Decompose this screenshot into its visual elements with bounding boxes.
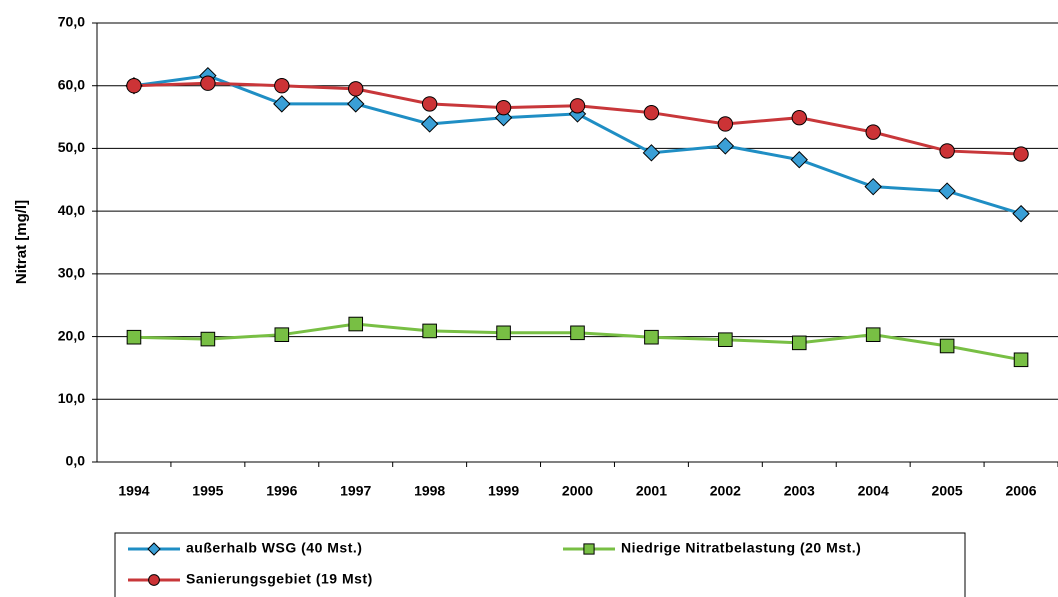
y-axis-label: Nitrat [mg/l] (13, 200, 30, 284)
marker (939, 338, 955, 354)
marker (791, 335, 807, 351)
x-tick-label: 1995 (192, 483, 223, 499)
legend-label: Niedrige Nitratbelastung (20 Mst.) (621, 540, 861, 556)
x-tick-label: 2004 (858, 483, 889, 499)
marker (644, 329, 659, 345)
marker (1013, 146, 1029, 162)
legend-box (114, 532, 966, 597)
marker (274, 78, 290, 94)
marker (569, 98, 586, 114)
marker (126, 78, 142, 94)
marker (864, 177, 882, 196)
marker (570, 325, 585, 341)
marker (147, 542, 161, 556)
marker (421, 96, 438, 112)
marker (496, 325, 511, 341)
marker (717, 116, 734, 132)
y-tick-label: 30,0 (58, 265, 85, 281)
marker (348, 316, 364, 332)
y-tick-label: 60,0 (58, 76, 85, 92)
x-tick-label: 1996 (266, 483, 297, 499)
y-tick-label: 20,0 (58, 327, 85, 343)
marker (939, 143, 955, 159)
x-tick-label: 1994 (118, 483, 149, 499)
marker (865, 124, 881, 140)
legend-label: außerhalb WSG (40 Mst.) (186, 540, 362, 556)
marker (422, 323, 437, 339)
marker (1013, 352, 1029, 368)
marker (420, 115, 439, 133)
marker (348, 81, 364, 97)
x-tick-label: 2002 (710, 483, 741, 499)
marker (126, 329, 142, 345)
marker (273, 95, 291, 113)
y-tick-label: 70,0 (58, 14, 85, 30)
x-tick-label: 1999 (488, 483, 519, 499)
x-tick-label: 2001 (636, 483, 667, 499)
marker (643, 104, 660, 121)
x-tick-label: 2000 (562, 483, 593, 499)
y-tick-label: 10,0 (58, 390, 85, 406)
marker (938, 182, 956, 200)
marker (791, 109, 807, 126)
x-tick-label: 2005 (932, 483, 963, 499)
marker (148, 574, 160, 586)
marker (642, 144, 661, 162)
y-tick-label: 50,0 (58, 139, 85, 155)
x-tick-label: 1998 (414, 483, 445, 499)
marker (865, 327, 881, 342)
marker (583, 543, 595, 555)
x-tick-label: 2006 (1005, 483, 1036, 499)
marker (716, 137, 735, 155)
marker (718, 332, 733, 348)
marker (200, 75, 216, 91)
marker (274, 327, 290, 342)
y-tick-label: 40,0 (58, 202, 85, 218)
x-tick-label: 2003 (784, 483, 815, 499)
marker (200, 331, 216, 347)
y-tick-label: 0,0 (66, 453, 86, 469)
x-tick-label: 1997 (340, 483, 371, 499)
marker (790, 151, 808, 169)
series-line (133, 74, 1022, 216)
marker (1012, 204, 1030, 223)
legend-label: Sanierungsgebiet (19 Mst) (186, 571, 373, 587)
marker (347, 95, 365, 113)
marker (495, 99, 512, 116)
